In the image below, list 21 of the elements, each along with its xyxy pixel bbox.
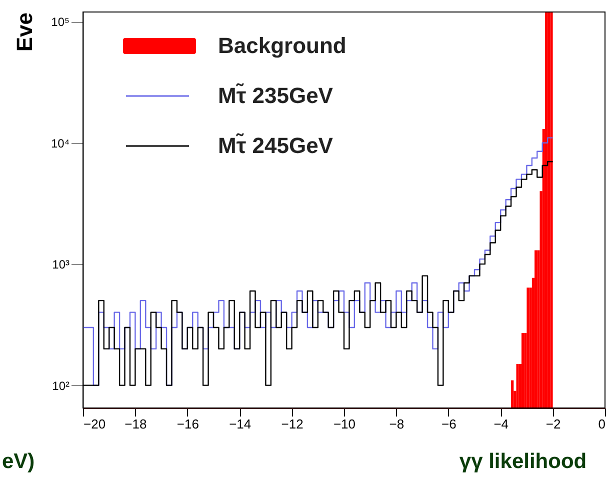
legend-label: Background — [218, 33, 346, 58]
x-tick-label: 0 — [598, 416, 606, 432]
x-tick-label: −4 — [494, 416, 509, 432]
x-tick-label: −2 — [546, 416, 561, 432]
y-tick-label: 10³ — [52, 258, 70, 272]
y-tick-label: 10⁵ — [51, 15, 70, 30]
text: γγ likelihood — [459, 450, 587, 473]
text: eV) — [2, 450, 35, 473]
y-axis-title: Eve — [12, 12, 37, 52]
x-tick-label: −16 — [176, 416, 199, 432]
legend-label: Mτ̃ 245GeV — [218, 133, 334, 158]
y-tick-label: 10⁴ — [50, 136, 70, 150]
x-tick-label: −18 — [124, 416, 147, 432]
x-tick-label: −10 — [333, 416, 356, 432]
x-tick-label: −20 — [84, 416, 106, 432]
x-tick-label: −12 — [281, 416, 304, 432]
x-tick-label: −14 — [229, 416, 252, 432]
legend-label: Mτ̃ 235GeV — [218, 83, 334, 108]
y-tick-label: 10² — [52, 378, 70, 393]
x-tick-label: −8 — [389, 416, 404, 432]
x-tick-label: −6 — [441, 416, 456, 432]
